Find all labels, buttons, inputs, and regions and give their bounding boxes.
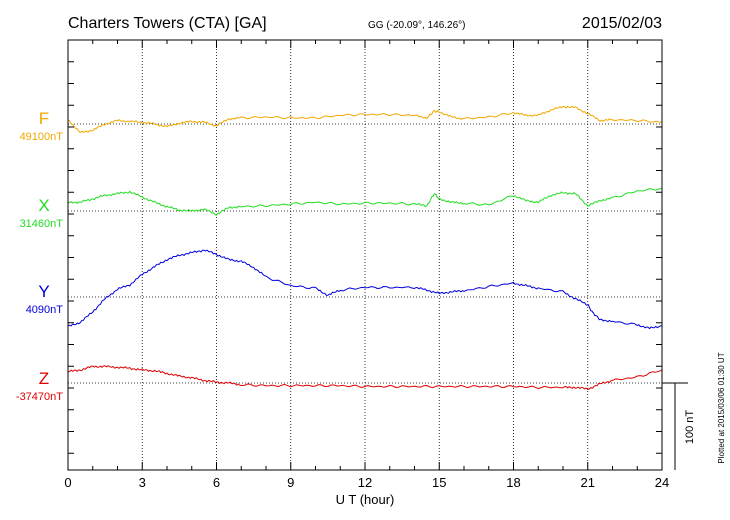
series-line-f bbox=[67, 105, 663, 133]
axis-ticks: 0 3 6 9 12 15 18 21 24 bbox=[64, 39, 669, 490]
series-baseline-label-y: 4090nT bbox=[26, 304, 64, 316]
x-tick-label: 24 bbox=[655, 475, 669, 490]
series-labels: F 49100nT X 31460nT Y 4090nT Z -37470nT bbox=[16, 109, 63, 403]
series-baseline-label-f: 49100nT bbox=[20, 131, 64, 143]
x-tick-label: 18 bbox=[506, 475, 520, 490]
series-name-f: F bbox=[39, 109, 49, 128]
series-name-y: Y bbox=[38, 282, 49, 301]
station-coordinates: GG (-20.09°, 146.26°) bbox=[368, 20, 466, 31]
series-baseline-label-x: 31460nT bbox=[20, 218, 64, 230]
x-axis-title: U T (hour) bbox=[336, 492, 395, 507]
x-tick-label: 12 bbox=[358, 475, 372, 490]
scale-bar-label: 100 nT bbox=[684, 410, 696, 445]
plot-frame bbox=[67, 39, 663, 471]
station-title: Charters Towers (CTA) [GA] bbox=[68, 15, 267, 32]
series-name-z: Z bbox=[39, 369, 49, 388]
plotted-at-note: Plotted at 2015/03/06 01:30 UT bbox=[717, 352, 726, 463]
x-tick-label: 21 bbox=[581, 475, 595, 490]
series-line-y bbox=[67, 249, 663, 330]
x-tick-label: 0 bbox=[64, 475, 71, 490]
x-tick-label: 6 bbox=[213, 475, 220, 490]
scale-bar: 100 nT bbox=[662, 382, 696, 470]
series-line-z bbox=[67, 365, 663, 390]
series-lines bbox=[67, 105, 663, 390]
x-tick-label: 3 bbox=[139, 475, 146, 490]
series-name-x: X bbox=[38, 196, 49, 215]
x-tick-label: 9 bbox=[287, 475, 294, 490]
chart-date: 2015/02/03 bbox=[582, 15, 662, 32]
baseline-lines bbox=[68, 123, 662, 384]
series-baseline-label-z: -37470nT bbox=[16, 391, 63, 403]
grid-lines bbox=[141, 40, 589, 470]
series-line-x bbox=[67, 187, 663, 216]
x-tick-label: 15 bbox=[432, 475, 446, 490]
